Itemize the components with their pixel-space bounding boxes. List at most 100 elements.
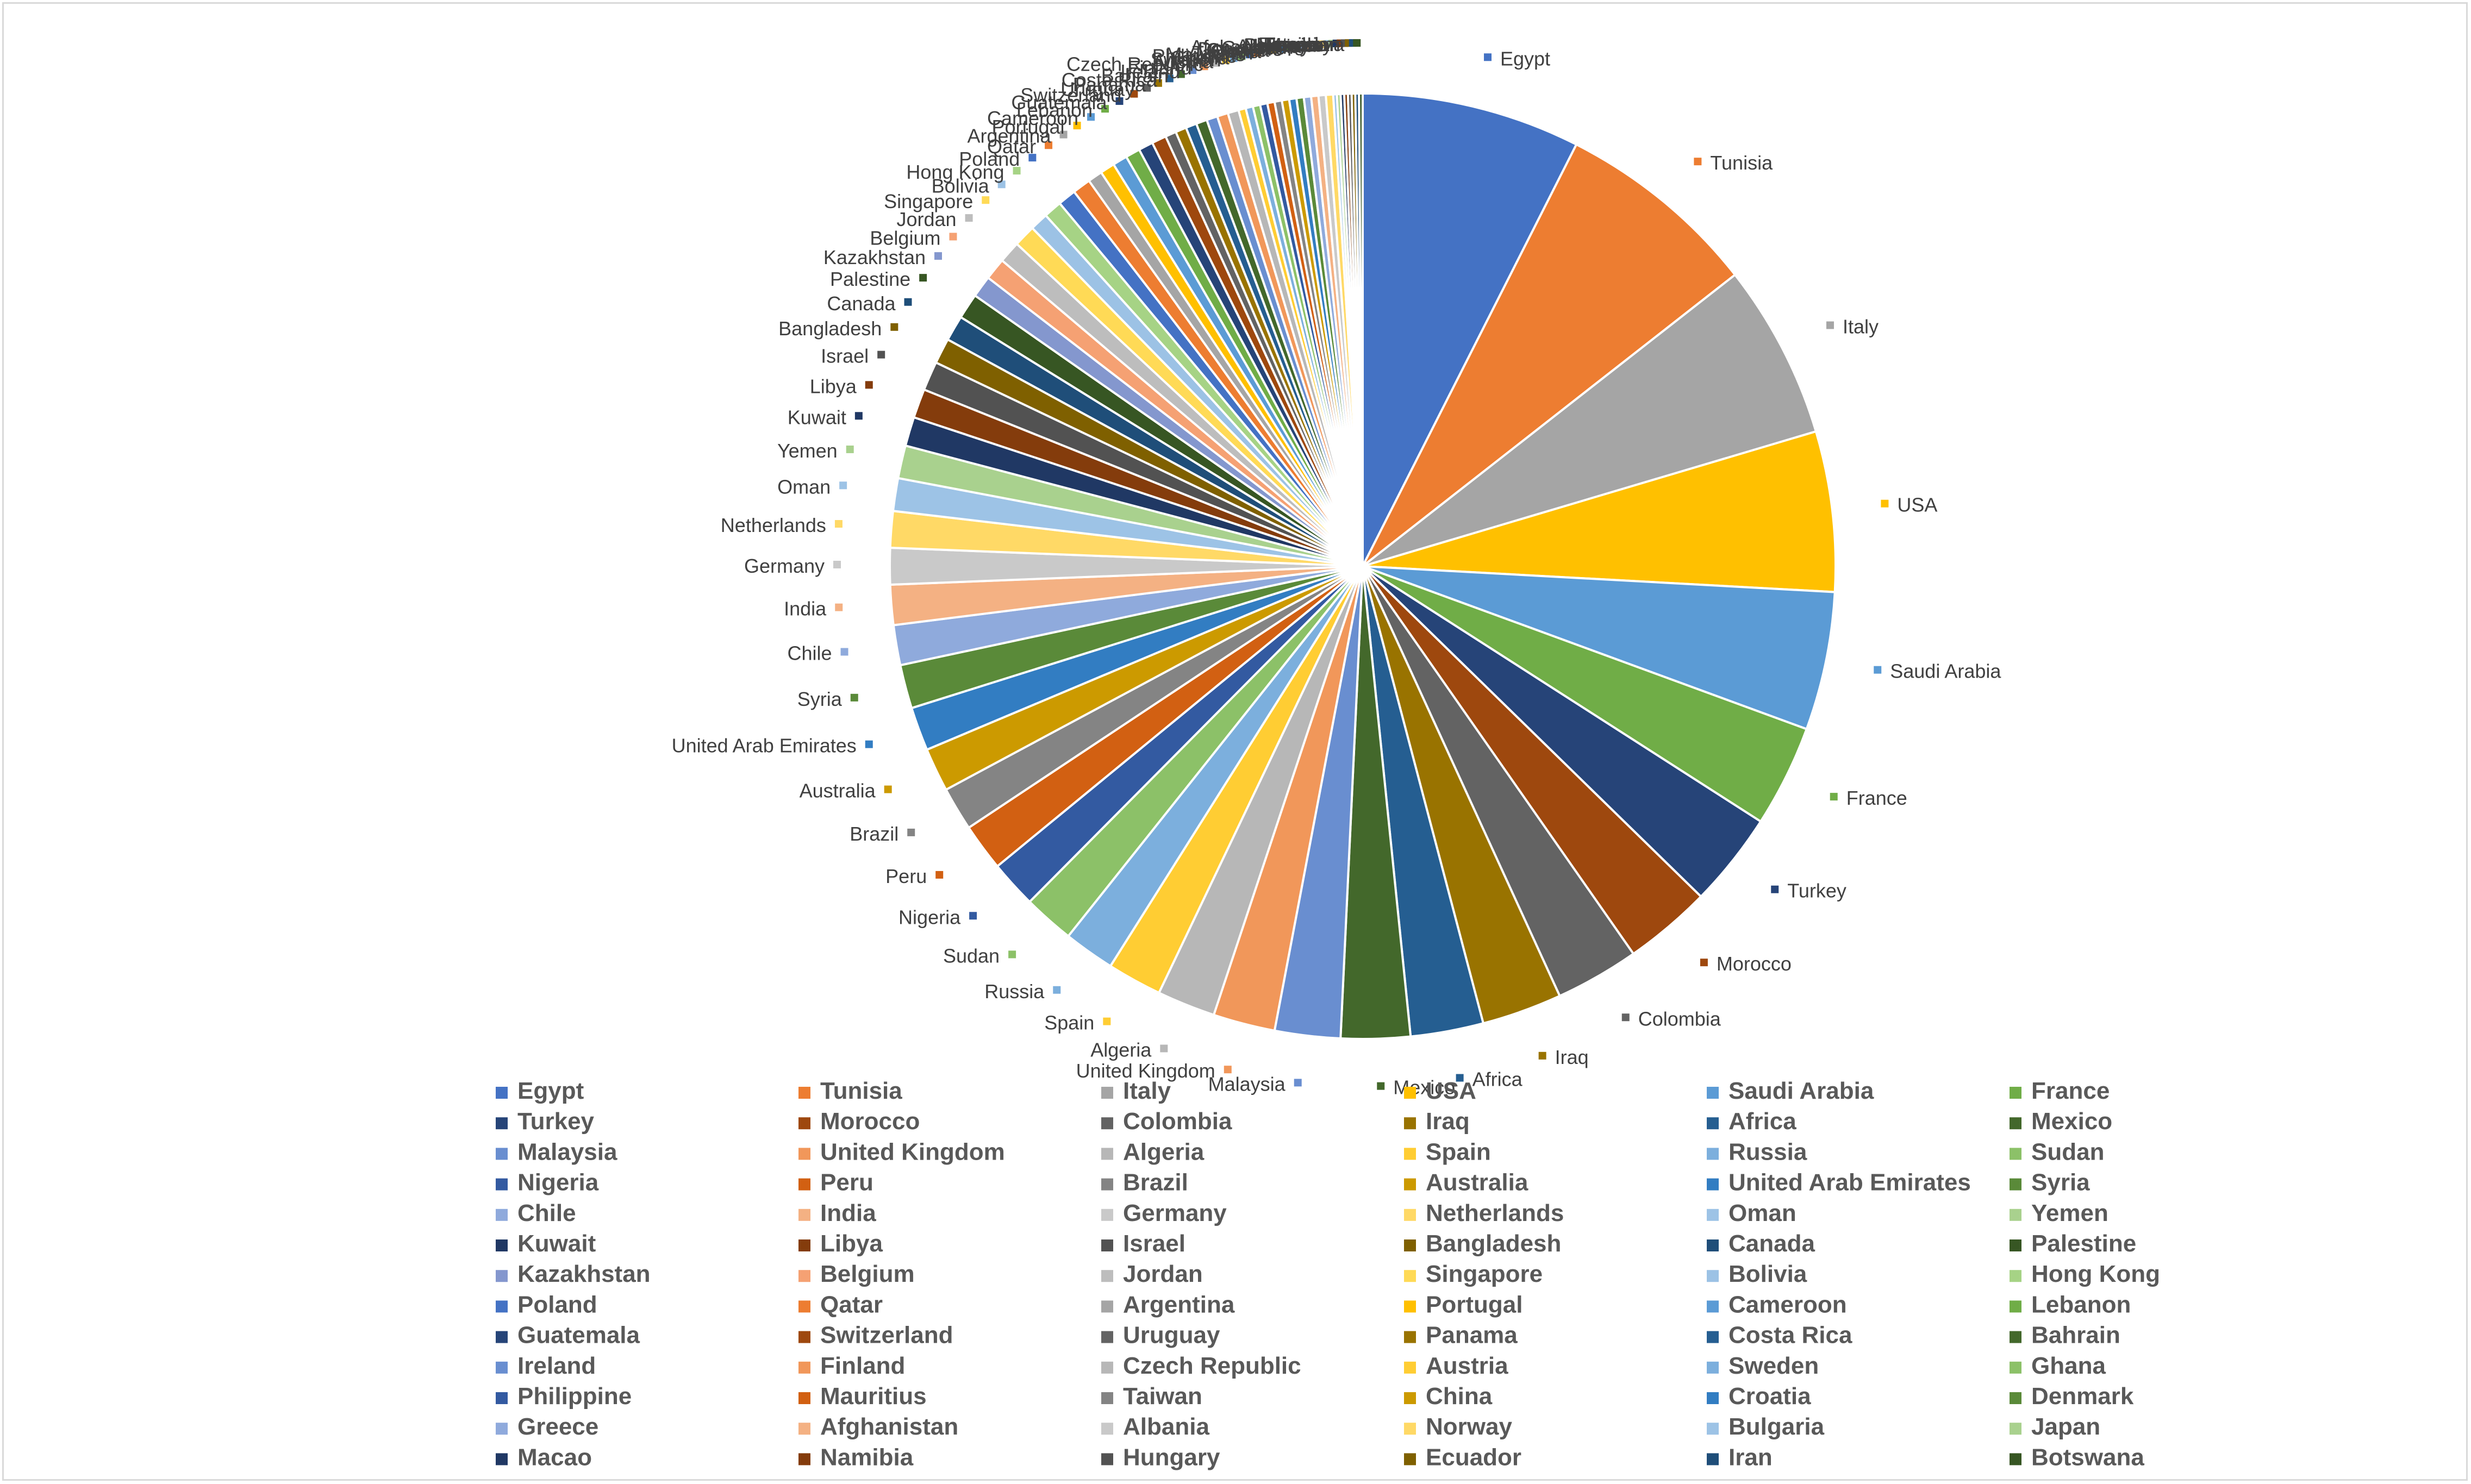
slice-label-palestine: Palestine — [830, 268, 927, 290]
slice-label-italy: Italy — [1826, 315, 1879, 337]
pie-slice-botswana — [1358, 92, 1364, 567]
legend: Egypt Tunisia Italy USA Saudi Arabia France Tu… — [496, 1078, 2160, 1470]
slice-label-marker — [1456, 1074, 1464, 1082]
slice-label-marker — [840, 648, 848, 656]
legend-item-ecuador: Ecuador — [1404, 1444, 1521, 1470]
legend-swatch — [496, 1300, 508, 1313]
slice-label-text: Kuwait — [788, 406, 846, 428]
legend-label: Libya — [820, 1230, 883, 1257]
slice-label-norway: Norway — [1244, 34, 1326, 57]
legend-item-russia: Russia — [1707, 1138, 1807, 1165]
slice-label-text: Panama — [1073, 73, 1146, 96]
legend-label: Cameroon — [1729, 1291, 1847, 1318]
legend-label: Oman — [1729, 1200, 1796, 1226]
legend-swatch — [798, 1331, 810, 1343]
slice-label-marker — [1212, 59, 1220, 67]
legend-swatch — [1707, 1270, 1719, 1282]
legend-swatch — [798, 1087, 810, 1099]
slice-label-hong-kong: Hong Kong — [906, 161, 1021, 183]
pie-slices — [888, 92, 1837, 1040]
slice-label-marker — [1045, 141, 1053, 149]
legend-label: Singapore — [1426, 1261, 1543, 1287]
legend-swatch — [1707, 1178, 1719, 1191]
legend-item-france: France — [2010, 1078, 2110, 1104]
legend-swatch — [798, 1239, 810, 1251]
legend-label: United Kingdom — [820, 1138, 1005, 1165]
legend-swatch — [2010, 1392, 2021, 1404]
legend-item-belgium: Belgium — [798, 1261, 915, 1287]
legend-label: Israel — [1123, 1230, 1185, 1257]
slice-label-marker — [1694, 158, 1702, 166]
slice-label-marker — [846, 445, 854, 453]
slice-label-marker — [919, 274, 927, 282]
legend-label: Ecuador — [1426, 1444, 1521, 1470]
slice-label-text: Cameroon — [987, 107, 1078, 129]
legend-swatch — [2010, 1300, 2021, 1313]
legend-label: Jordan — [1123, 1261, 1203, 1287]
slice-label-marker — [1238, 52, 1246, 60]
slice-label-marker — [850, 693, 858, 702]
slice-label-marker — [935, 871, 944, 879]
slice-label-africa: Africa — [1456, 1068, 1523, 1091]
slice-label-text: Turkey — [1787, 880, 1846, 902]
legend-swatch — [1101, 1300, 1113, 1313]
slice-label-marker — [934, 252, 942, 260]
slice-label-greece: Greece — [1221, 37, 1302, 59]
legend-swatch — [496, 1239, 508, 1251]
legend-swatch — [798, 1423, 810, 1435]
legend-item-philippine: Philippine — [496, 1383, 632, 1410]
slice-label-philippine: Philippine — [1152, 45, 1253, 67]
slice-label-chile: Chile — [787, 642, 848, 665]
legend-label: Hungary — [1123, 1444, 1220, 1470]
slice-label-marker — [1621, 1013, 1630, 1022]
slice-label-marker — [1830, 793, 1838, 801]
slice-label-text: Morocco — [1717, 953, 1792, 975]
slice-label-guatemala: Guatemala — [1011, 91, 1124, 114]
slice-label-china: China — [1210, 40, 1278, 62]
legend-swatch — [1707, 1331, 1719, 1343]
slice-label-spain: Spain — [1044, 1012, 1111, 1034]
legend-label: Mauritius — [820, 1383, 927, 1410]
legend-swatch — [2010, 1148, 2021, 1160]
slice-label-text: Greece — [1221, 37, 1286, 59]
legend-item-china: China — [1404, 1383, 1493, 1410]
legend-item-kazakhstan: Kazakhstan — [496, 1261, 651, 1287]
legend-label: Palestine — [2031, 1230, 2136, 1257]
legend-swatch — [1404, 1239, 1416, 1251]
slice-label-botswana: Botswana — [1258, 33, 1361, 55]
legend-swatch — [798, 1148, 810, 1160]
slice-label-united-kingdom: United Kingdom — [1076, 1060, 1232, 1082]
legend-item-yemen: Yemen — [2010, 1200, 2108, 1226]
slice-label-australia: Australia — [800, 780, 892, 802]
legend-swatch — [1101, 1087, 1113, 1099]
legend-label: Qatar — [820, 1291, 883, 1318]
legend-label: Lebanon — [2031, 1291, 2131, 1318]
slice-label-bolivia: Bolivia — [932, 174, 1006, 197]
slice-label-brazil: Brazil — [850, 823, 915, 845]
slice-label-sudan: Sudan — [943, 944, 1016, 967]
slice-label-text: Costa Rica — [1062, 68, 1158, 91]
legend-swatch — [1101, 1270, 1113, 1282]
legend-label: Iran — [1729, 1444, 1773, 1470]
legend-item-singapore: Singapore — [1404, 1261, 1543, 1287]
legend-item-netherlands: Netherlands — [1404, 1200, 1564, 1226]
legend-item-finland: Finland — [798, 1352, 905, 1379]
slice-label-japan: Japan — [1266, 34, 1337, 56]
slice-label-yemen: Yemen — [777, 440, 854, 462]
legend-item-saudi-arabia: Saudi Arabia — [1707, 1078, 1874, 1104]
slice-label-uruguay: Uruguay — [1060, 78, 1151, 101]
legend-label: Yemen — [2031, 1200, 2108, 1226]
slice-label-denmark: Denmark — [1198, 37, 1294, 60]
slice-label-jordan: Jordan — [897, 208, 973, 230]
slice-label-libya: Libya — [810, 375, 873, 397]
legend-swatch — [2010, 1270, 2021, 1282]
slice-label-text: Italy — [1843, 315, 1879, 337]
slice-label-costa-rica: Costa Rica — [1062, 68, 1174, 91]
slice-label-marker — [1103, 1017, 1111, 1025]
slice-label-morocco: Morocco — [1700, 953, 1792, 975]
legend-label: Australia — [1426, 1169, 1528, 1196]
pie-slice-tunisia — [1362, 143, 1737, 567]
legend-label: Canada — [1729, 1230, 1815, 1257]
slice-label-bahrain: Bahrain — [1101, 64, 1185, 86]
slice-label-marker — [834, 520, 843, 528]
